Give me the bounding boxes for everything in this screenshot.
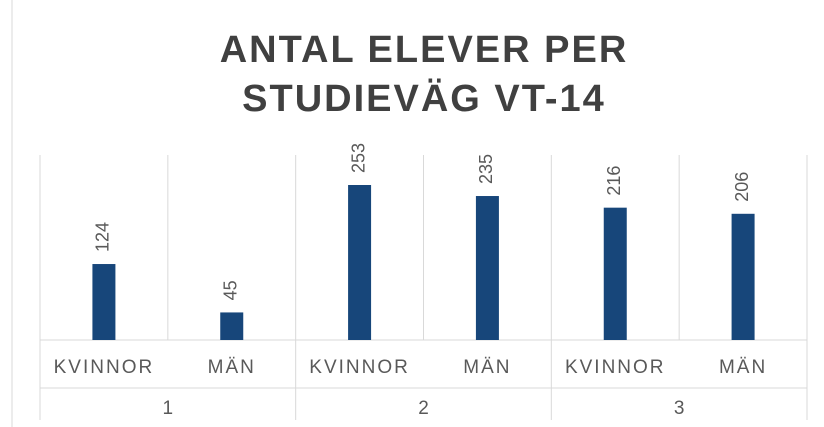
chart-title: ANTAL ELEVER PER	[220, 29, 629, 71]
group-label: 1	[163, 398, 174, 419]
bar	[731, 213, 755, 340]
value-label: 45	[221, 280, 241, 300]
bar	[603, 207, 627, 340]
x-tick-label: MÄN	[719, 357, 767, 378]
value-label: 216	[604, 166, 624, 196]
group-label: 3	[674, 398, 685, 419]
bar	[220, 312, 244, 340]
bar	[475, 196, 499, 340]
group-label: 2	[418, 398, 429, 419]
value-label: 235	[476, 154, 496, 184]
bar	[92, 264, 116, 340]
value-label: 124	[93, 222, 113, 252]
x-tick-label: MÄN	[208, 357, 256, 378]
x-tick-label: KVINNOR	[309, 357, 410, 378]
x-tick-label: MÄN	[463, 357, 511, 378]
chart-title: STUDIEVÄG VT-14	[242, 77, 606, 120]
x-tick-label: KVINNOR	[565, 357, 666, 378]
x-tick-label: KVINNOR	[54, 357, 155, 378]
value-label: 253	[348, 143, 368, 173]
bar	[348, 185, 372, 340]
value-label: 206	[732, 172, 752, 202]
